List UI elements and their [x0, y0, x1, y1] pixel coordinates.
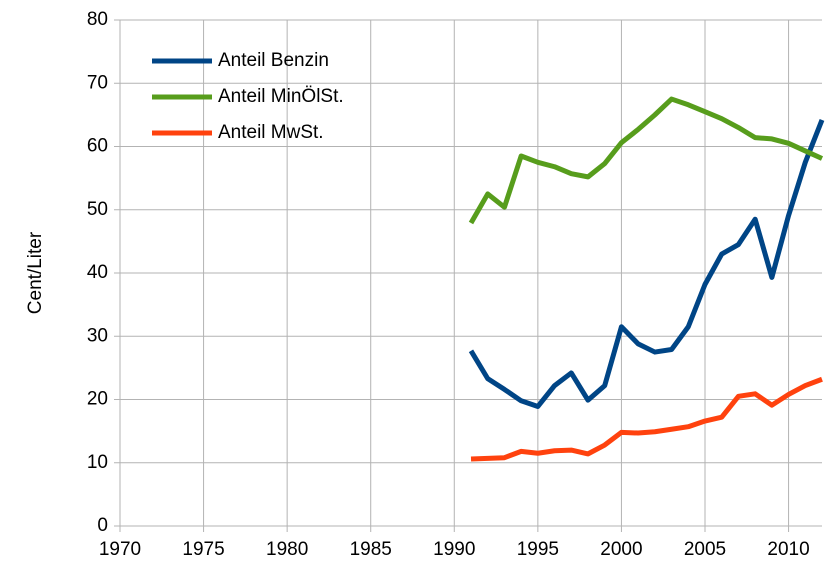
legend-label: Anteil MinÖlSt. [218, 86, 344, 107]
y-tick-label: 80 [87, 9, 108, 30]
y-axis-label: Cent/Liter [25, 231, 46, 314]
y-tick-label: 40 [87, 262, 108, 283]
legend-label: Anteil Benzin [218, 50, 329, 71]
x-tick-label: 2000 [600, 539, 642, 560]
line [468, 119, 825, 409]
y-tick-label: 50 [87, 199, 108, 220]
x-tick-label: 1980 [266, 539, 308, 560]
x-tick-label: 1985 [350, 539, 392, 560]
y-tick-label: 10 [87, 452, 108, 473]
y-tick-label: 60 [87, 136, 108, 157]
y-tick-label: 70 [87, 72, 108, 93]
line [470, 376, 823, 462]
x-tick-label: 1995 [517, 539, 559, 560]
line [468, 96, 824, 225]
x-tick-label: 1990 [433, 539, 475, 560]
x-tick-label: 1970 [99, 539, 141, 560]
x-tick-label: 2005 [684, 539, 726, 560]
y-tick-label: 30 [87, 325, 108, 346]
y-tick-label: 20 [87, 389, 108, 410]
y-tick-label: 0 [97, 515, 108, 536]
x-tick-label: 2010 [767, 539, 809, 560]
legend-label: Anteil MwSt. [218, 122, 324, 143]
x-tick-label: 1975 [182, 539, 224, 560]
